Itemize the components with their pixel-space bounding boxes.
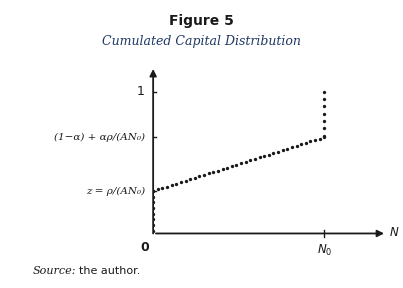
- Text: Figure 5: Figure 5: [169, 14, 234, 29]
- Text: 0: 0: [140, 240, 149, 253]
- Text: Source:: Source:: [32, 266, 76, 276]
- Text: $N$: $N$: [389, 226, 399, 238]
- Text: 1: 1: [137, 85, 145, 98]
- Text: the author.: the author.: [79, 266, 140, 276]
- Text: z = ρ/(AN₀): z = ρ/(AN₀): [86, 186, 145, 196]
- Text: (1−α) + αρ/(AN₀): (1−α) + αρ/(AN₀): [54, 132, 145, 142]
- Text: $N_0$: $N_0$: [317, 243, 332, 259]
- Text: Cumulated Capital Distribution: Cumulated Capital Distribution: [102, 35, 301, 48]
